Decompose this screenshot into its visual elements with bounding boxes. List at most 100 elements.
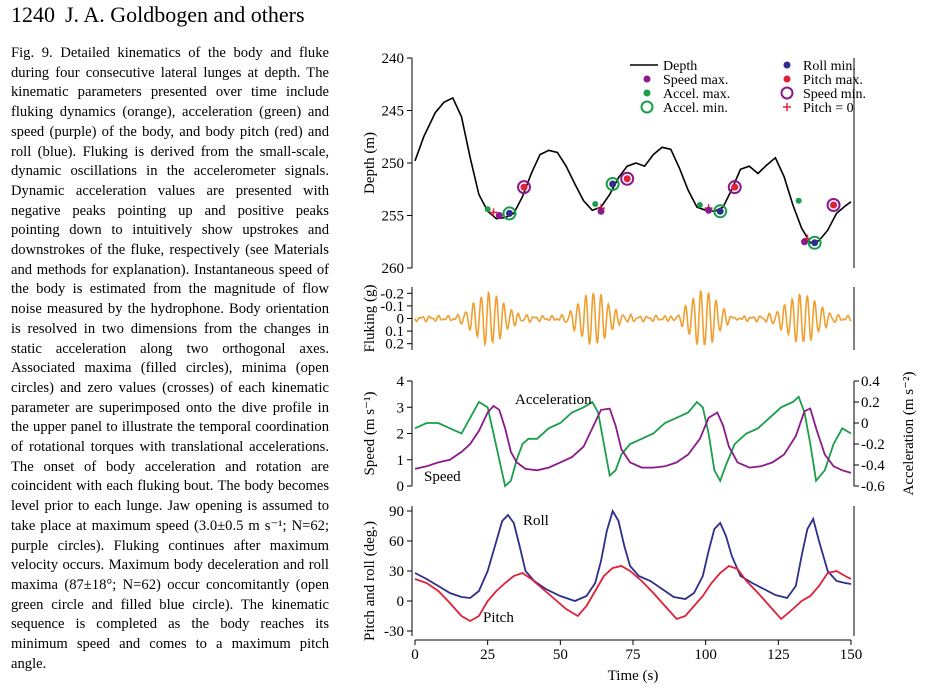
pitch-roll-axis-label: Pitch and roll (deg.) bbox=[362, 521, 378, 641]
legend-label-speed-min: Speed min. bbox=[803, 87, 866, 102]
page-number: 1240 bbox=[11, 2, 55, 27]
y-tick-label: 250 bbox=[382, 156, 405, 172]
legend-label-depth: Depth bbox=[663, 59, 697, 74]
pitch-zero-marker bbox=[489, 208, 498, 217]
pitch-line bbox=[414, 564, 852, 623]
accel-min-marker bbox=[713, 204, 728, 219]
page-header: 1240 J. A. Goldbogen and others bbox=[11, 2, 305, 28]
y-tick-label: 245 bbox=[382, 104, 405, 120]
legend-label-accel-max: Accel. max. bbox=[663, 87, 730, 102]
acceleration-axis-label: Acceleration (m s⁻²) bbox=[901, 371, 917, 495]
legend-label-accel-min: Accel. min. bbox=[663, 101, 728, 116]
y-tick-label: 3 bbox=[397, 400, 405, 416]
legend-dot-swatch bbox=[643, 89, 651, 97]
speed-max-marker bbox=[597, 207, 605, 215]
pitch-max-marker bbox=[623, 175, 631, 183]
speed-min-marker bbox=[826, 198, 841, 212]
roll-line bbox=[414, 508, 852, 602]
depth-line bbox=[414, 96, 852, 244]
roll-min-marker bbox=[716, 207, 724, 215]
acceleration-annotation: Acceleration bbox=[515, 392, 592, 408]
x-tick-label: 0 bbox=[411, 647, 419, 663]
y-tick-label: 260 bbox=[382, 261, 405, 277]
fluking-line bbox=[414, 290, 852, 347]
speed-max-marker bbox=[705, 206, 713, 214]
legend-cross-swatch bbox=[783, 103, 791, 111]
y-tick-label: 0 bbox=[397, 594, 405, 610]
roll-min-marker bbox=[811, 239, 819, 247]
legend-dot-swatch bbox=[783, 75, 791, 83]
x-tick-label: 25 bbox=[480, 647, 495, 663]
y-tick-label: 255 bbox=[382, 209, 405, 225]
running-head-authors: J. A. Goldbogen and others bbox=[65, 2, 305, 27]
accel-max-marker bbox=[592, 200, 599, 207]
pitch-roll-panel: -30 0 30 60 90 Pitch and roll (deg.) Roll Pitch… bbox=[362, 504, 862, 684]
legend-label-pitch-max: Pitch max. bbox=[803, 73, 863, 88]
y-tick-label: 0 bbox=[397, 479, 405, 495]
y-tick-label: -0.1 bbox=[380, 299, 404, 315]
x-tick-label: 75 bbox=[626, 647, 641, 663]
pitch-max-marker bbox=[731, 183, 739, 191]
x-tick-label: 100 bbox=[694, 647, 717, 663]
x-tick-label: 50 bbox=[553, 647, 568, 663]
y-tick-label-right: -0.2 bbox=[861, 437, 885, 453]
y-tick-label: 4 bbox=[397, 374, 405, 390]
y-tick-label-right: -0.4 bbox=[861, 458, 885, 474]
y-tick-label: 2 bbox=[397, 427, 405, 443]
accel-min-marker bbox=[807, 235, 822, 250]
x-tick-label: 150 bbox=[840, 647, 863, 663]
pitch-max-marker bbox=[520, 183, 528, 191]
accel-max-marker bbox=[795, 197, 802, 204]
speed-max-marker bbox=[495, 212, 503, 219]
legend-label-roll-min: Roll min. bbox=[803, 59, 856, 74]
speed-annotation: Speed bbox=[424, 469, 461, 485]
accel-max-marker bbox=[696, 202, 703, 208]
roll-min-marker bbox=[505, 209, 513, 217]
x-tick-label: 125 bbox=[767, 647, 790, 663]
y-tick-label: 90 bbox=[389, 504, 404, 520]
pitch-max-marker bbox=[830, 201, 838, 209]
y-tick-label: 1 bbox=[397, 453, 405, 469]
figure-label: Fig. 9. bbox=[11, 45, 53, 61]
legend-dot-swatch bbox=[643, 75, 651, 83]
accel-min-marker bbox=[605, 177, 620, 191]
y-tick-label: 240 bbox=[382, 51, 405, 67]
legend-open-swatch bbox=[780, 86, 794, 100]
legend-label-speed-max: Speed max. bbox=[663, 73, 728, 88]
caption-text: Detailed kinematics of the body and fluk… bbox=[11, 45, 329, 672]
figure-caption: Fig. 9. Detailed kinematics of the body … bbox=[11, 44, 329, 675]
speed-min-marker bbox=[727, 180, 742, 195]
speed-min-marker bbox=[517, 180, 531, 195]
legend-dot-swatch bbox=[783, 61, 791, 69]
y-tick-label: -0.2 bbox=[380, 286, 404, 302]
depth-axis-label: Depth (m) bbox=[362, 132, 378, 194]
accel-max-marker bbox=[484, 206, 491, 213]
y-tick-label-right: 0.4 bbox=[861, 374, 880, 390]
y-tick-label-right: 0.2 bbox=[861, 395, 880, 411]
y-tick-label: 60 bbox=[389, 534, 404, 550]
y-tick-label: 30 bbox=[389, 564, 404, 580]
y-tick-label-right: -0.6 bbox=[861, 479, 885, 495]
legend-open-swatch bbox=[640, 100, 654, 114]
legend-label-pitch-zero: Pitch = 0 bbox=[803, 101, 854, 116]
y-tick-label: 0.1 bbox=[385, 324, 404, 340]
y-tick-label: 0 bbox=[397, 312, 405, 328]
speed-max-marker bbox=[800, 238, 808, 246]
speed-min-marker bbox=[620, 171, 635, 186]
speed-line bbox=[414, 404, 852, 474]
pitch-annotation: Pitch bbox=[483, 610, 514, 626]
accel-min-marker bbox=[502, 206, 517, 221]
speed-axis-label: Speed (m s⁻¹) bbox=[362, 391, 378, 475]
fluking-axis-label: Fluking (g) bbox=[362, 285, 378, 353]
x-axis-label: Time (s) bbox=[608, 668, 659, 684]
roll-annotation: Roll bbox=[523, 513, 549, 529]
fluking-panel: -0.2-0.100.10.2 Fluking (g) bbox=[362, 285, 855, 353]
acceleration-line bbox=[414, 395, 852, 488]
roll-min-marker bbox=[609, 180, 617, 188]
y-tick-label: 0.2 bbox=[385, 337, 404, 353]
y-tick-label: -30 bbox=[384, 624, 404, 640]
y-tick-label-right: 0 bbox=[861, 416, 869, 432]
speed-acceleration-panel: 0 1 2 3 4 -0.6 -0.4 -0.2 0 0.2 0.4 Speed (m s⁻¹) Acc… bbox=[362, 371, 917, 495]
